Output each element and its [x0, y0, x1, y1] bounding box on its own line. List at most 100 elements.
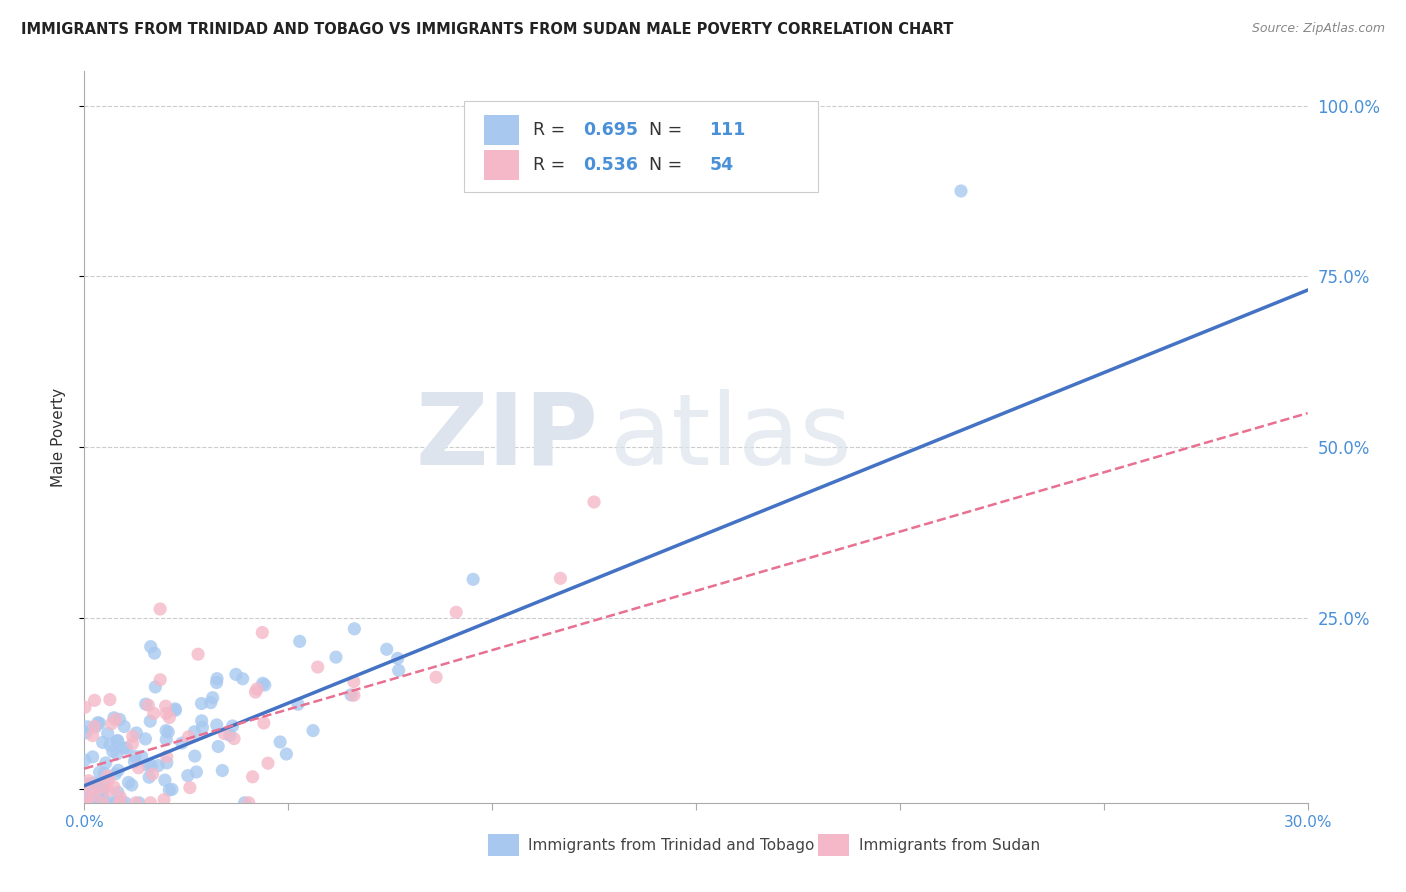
Point: [83, 796, 105, 810]
Point: [87, 787, 110, 801]
Point: [77, 793, 100, 807]
Point: [343, 674, 366, 689]
Point: [191, 720, 214, 734]
Point: [76, 796, 98, 810]
Text: ZIP: ZIP: [415, 389, 598, 485]
Point: [149, 673, 172, 687]
Point: [179, 780, 201, 795]
Point: [153, 773, 176, 788]
Point: [79, 789, 101, 804]
Point: [121, 736, 143, 750]
Point: [177, 730, 200, 744]
Point: [97, 772, 120, 787]
Point: [214, 726, 236, 740]
Point: [121, 778, 143, 792]
Point: [84, 720, 107, 734]
Point: [83, 719, 105, 733]
Point: [89, 716, 111, 731]
Point: [186, 764, 208, 779]
Point: [211, 764, 233, 778]
Point: [253, 678, 276, 692]
Point: [257, 756, 280, 771]
Point: [104, 767, 127, 781]
Point: [128, 796, 150, 810]
FancyBboxPatch shape: [488, 834, 519, 856]
Point: [97, 783, 120, 797]
Point: [107, 764, 129, 778]
Point: [112, 720, 135, 734]
Point: [121, 730, 143, 744]
Y-axis label: Male Poverty: Male Poverty: [51, 387, 66, 487]
Point: [98, 738, 121, 752]
Point: [138, 770, 160, 784]
Point: [425, 670, 447, 684]
Point: [73, 700, 96, 714]
Point: [76, 796, 98, 810]
Point: [100, 716, 122, 731]
Text: Immigrants from Sudan: Immigrants from Sudan: [859, 838, 1040, 853]
Point: [97, 726, 120, 740]
Point: [252, 625, 274, 640]
Point: [155, 699, 177, 714]
Point: [149, 602, 172, 616]
Point: [205, 675, 228, 690]
Point: [190, 714, 212, 728]
Point: [104, 796, 127, 810]
Point: [100, 796, 122, 810]
Point: [98, 692, 121, 706]
Point: [136, 758, 159, 772]
Point: [127, 761, 149, 775]
Point: [222, 731, 245, 746]
Point: [155, 706, 177, 721]
Point: [89, 780, 111, 794]
Point: [82, 750, 104, 764]
Point: [107, 785, 129, 799]
Point: [77, 777, 100, 791]
Point: [91, 783, 114, 797]
FancyBboxPatch shape: [484, 150, 519, 180]
Text: Source: ZipAtlas.com: Source: ZipAtlas.com: [1251, 22, 1385, 36]
Text: atlas: atlas: [610, 389, 852, 485]
Point: [139, 758, 162, 772]
Point: [135, 697, 157, 711]
Point: [288, 634, 311, 648]
Point: [142, 767, 165, 781]
Point: [84, 796, 107, 810]
Point: [156, 749, 179, 764]
Point: [89, 765, 111, 780]
Point: [131, 749, 153, 764]
Point: [104, 713, 127, 727]
Point: [80, 796, 103, 810]
Point: [201, 690, 224, 705]
Point: [245, 685, 267, 699]
Point: [93, 766, 115, 780]
Point: [112, 741, 135, 756]
Point: [302, 723, 325, 738]
Point: [550, 571, 572, 585]
Point: [307, 660, 329, 674]
Point: [157, 725, 180, 739]
Point: [233, 796, 256, 810]
Text: N =: N =: [638, 121, 688, 139]
Point: [79, 796, 101, 810]
Point: [221, 719, 243, 733]
Point: [170, 736, 193, 750]
Point: [143, 646, 166, 660]
Point: [91, 735, 114, 749]
Point: [238, 796, 260, 810]
Point: [115, 741, 138, 756]
Point: [77, 773, 100, 788]
Point: [124, 796, 146, 810]
Point: [83, 693, 105, 707]
Point: [125, 726, 148, 740]
Point: [105, 747, 128, 761]
Point: [124, 749, 146, 764]
Text: R =: R =: [533, 156, 571, 174]
Point: [93, 777, 115, 791]
Point: [108, 796, 131, 810]
Point: [463, 572, 485, 586]
Point: [143, 680, 166, 694]
Point: [148, 758, 170, 772]
Point: [155, 732, 177, 747]
Point: [80, 789, 103, 804]
